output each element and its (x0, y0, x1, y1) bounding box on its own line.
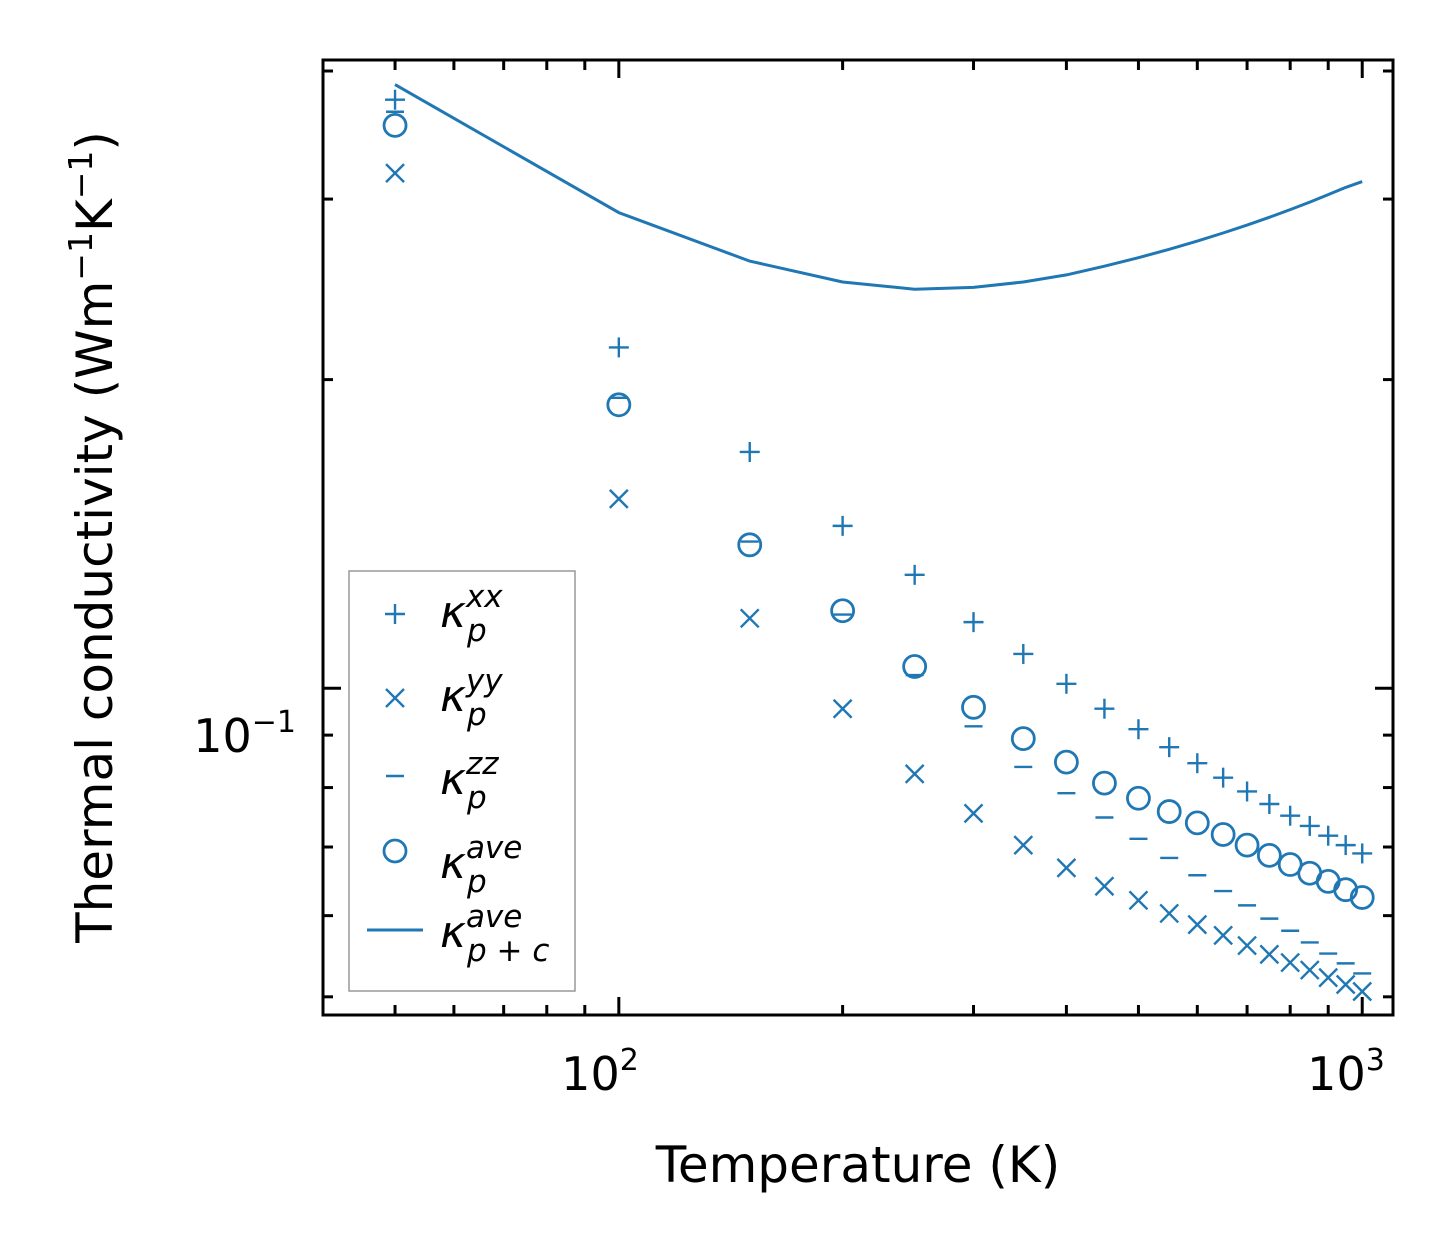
plot-area-frame (321, 58, 1395, 1017)
data-point-xx-850 (1299, 815, 1320, 836)
axis-ticks (321, 60, 1393, 1015)
data-point-ave-950 (1333, 877, 1359, 903)
data-point-yy-400 (1056, 858, 1077, 878)
data-point-ave-100 (606, 392, 632, 418)
data-point-ave-1000 (1349, 885, 1375, 910)
data-point-xx-400 (1056, 673, 1077, 694)
data-point-yy-950 (1335, 974, 1356, 995)
data-point-ave-200 (830, 598, 856, 624)
series-zz-points (386, 110, 1372, 975)
data-point-yy-500 (1128, 890, 1149, 911)
data-point-ave-450 (1092, 770, 1117, 796)
data-point-yy-850 (1299, 960, 1320, 980)
data-point-yy-250 (904, 764, 925, 784)
data-point-ave-650 (1210, 822, 1236, 847)
series-yy-points (385, 163, 1373, 1002)
data-point-xx-50 (385, 89, 406, 110)
data-point-xx-250 (904, 564, 925, 585)
data-point-xx-500 (1128, 719, 1149, 740)
data-point-ave-400 (1054, 749, 1079, 775)
data-point-ave-300 (961, 694, 986, 720)
data-point-yy-100 (608, 489, 629, 509)
legend-label-pc-ave: κave p + c (440, 899, 549, 969)
data-point-xx-700 (1237, 781, 1258, 802)
legend: κxx p κyy p κzz p κave p κave p + c (348, 570, 576, 992)
data-point-yy-800 (1280, 952, 1301, 973)
x-axis-label: Temperature (K) (655, 1136, 1060, 1194)
data-point-ave-750 (1256, 842, 1282, 868)
x-tick-label-1000: 103 (1307, 1043, 1385, 1101)
data-point-yy-300 (963, 803, 984, 824)
data-point-yy-1000 (1352, 981, 1373, 1002)
legend-markers (367, 604, 423, 932)
data-point-yy-900 (1318, 967, 1339, 988)
data-point-yy-350 (1013, 835, 1034, 855)
legend-marker-ave (382, 838, 408, 864)
data-point-yy-650 (1213, 925, 1233, 946)
data-point-yy-150 (739, 608, 760, 629)
data-point-yy-450 (1094, 876, 1115, 897)
data-point-xx-950 (1335, 835, 1356, 856)
y-axis-label: Thermal conductivity (Wm−1K−1) (61, 131, 124, 944)
data-point-yy-200 (832, 698, 853, 719)
data-point-yy-550 (1159, 903, 1180, 924)
data-marks (382, 83, 1375, 1002)
legend-label-ave: κave p (440, 830, 522, 900)
data-point-ave-500 (1126, 785, 1151, 811)
data-point-xx-1000 (1352, 843, 1373, 864)
series-line-kappa-pc-ave (394, 83, 1363, 291)
data-point-xx-750 (1259, 794, 1280, 815)
legend-frame (348, 570, 576, 992)
data-point-xx-900 (1318, 825, 1339, 846)
data-point-ave-600 (1184, 810, 1210, 836)
y-tick-label-0.1: 10−1 (193, 705, 296, 763)
data-point-xx-450 (1094, 698, 1115, 719)
data-point-ave-550 (1156, 799, 1182, 824)
legend-label-yy: κyy p (440, 663, 503, 733)
data-point-yy-50 (385, 163, 405, 183)
data-point-xx-200 (832, 515, 853, 536)
data-point-ave-150 (737, 532, 763, 558)
data-point-xx-650 (1213, 767, 1234, 788)
data-point-ave-350 (1010, 726, 1036, 752)
data-point-yy-600 (1187, 914, 1208, 935)
legend-marker-yy (385, 688, 405, 708)
data-point-xx-100 (608, 337, 629, 358)
data-point-yy-750 (1259, 944, 1280, 965)
data-point-xx-600 (1187, 753, 1208, 774)
series-xx-points (385, 89, 1373, 864)
legend-marker-xx (385, 604, 405, 624)
data-point-xx-800 (1280, 805, 1301, 826)
data-point-ave-250 (902, 654, 928, 679)
x-tick-label-100: 102 (561, 1043, 639, 1101)
data-point-xx-550 (1159, 737, 1180, 758)
data-point-yy-700 (1237, 935, 1257, 956)
data-point-ave-50 (382, 112, 408, 138)
data-point-xx-350 (1013, 643, 1034, 664)
data-point-xx-300 (963, 612, 984, 633)
legend-label-zz: κzz p (440, 746, 499, 816)
series-ave-points (382, 112, 1375, 910)
data-point-ave-700 (1234, 832, 1260, 858)
legend-label-xx: κxx p (440, 579, 503, 649)
data-point-xx-150 (739, 441, 760, 462)
